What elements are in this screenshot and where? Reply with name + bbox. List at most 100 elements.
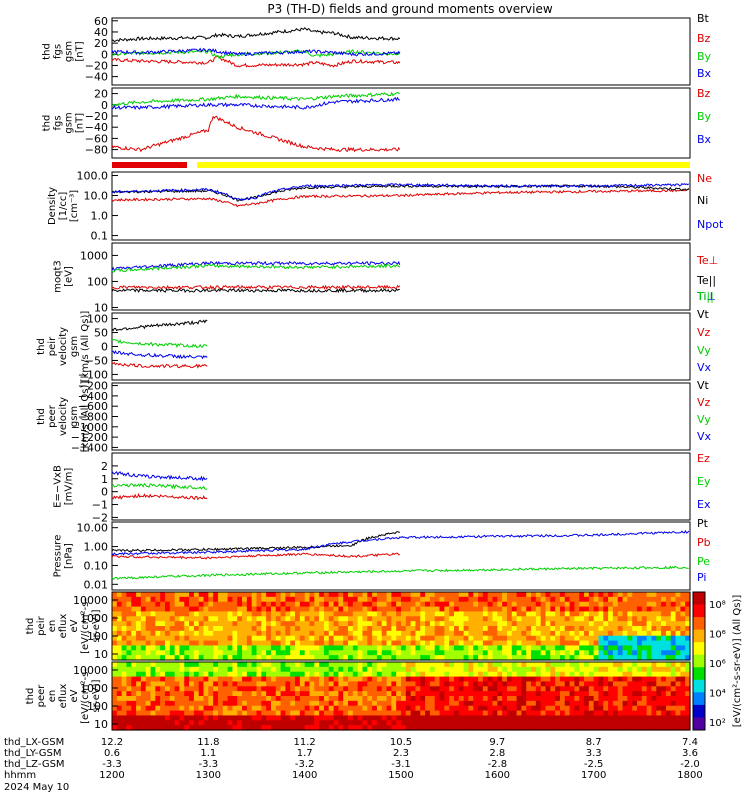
heatmap-cell: [670, 720, 677, 726]
heatmap-cell: [449, 626, 455, 632]
heatmap-cell: [555, 696, 561, 702]
heatmap-cell: [420, 681, 426, 687]
heatmap-cell: [352, 700, 359, 707]
y-axis-label: thd: [42, 43, 53, 60]
heatmap-cell: [420, 671, 426, 678]
heatmap-cell: [275, 686, 282, 692]
heatmap-cell: [545, 676, 551, 683]
heatmap-cell: [145, 592, 152, 598]
heatmap-cell: [376, 592, 383, 598]
heatmap-cell: [478, 611, 484, 617]
heatmap-cell: [627, 601, 633, 608]
heatmap-cell: [497, 696, 503, 702]
heatmap-cell: [608, 645, 614, 651]
heatmap-cell: [559, 640, 566, 647]
heatmap-cell: [208, 640, 214, 647]
x-tick-label: 11.8: [197, 737, 219, 748]
heatmap-cell: [116, 710, 123, 717]
heatmap-cell: [511, 715, 518, 721]
heatmap-cell: [328, 606, 335, 613]
heatmap-cell: [372, 720, 378, 726]
heatmap-cell: [617, 691, 624, 697]
heatmap-cell: [121, 616, 128, 622]
heatmap-cell: [617, 720, 624, 726]
heatmap-cell: [622, 616, 628, 622]
y-axis-label: sr-eV)]: [91, 609, 102, 642]
heatmap-cell: [410, 630, 417, 637]
heatmap-cell: [468, 626, 474, 632]
heatmap-cell: [487, 601, 494, 608]
heatmap-cell: [506, 720, 513, 726]
heatmap-cell: [198, 655, 205, 661]
heatmap-cell: [112, 662, 118, 668]
heatmap-cell: [179, 710, 185, 717]
heatmap-cell: [550, 666, 556, 673]
heatmap-cell: [174, 705, 181, 712]
heatmap-cell: [213, 621, 219, 627]
heatmap-cell: [555, 616, 561, 622]
heatmap-cell: [116, 725, 123, 731]
heatmap-cell: [420, 696, 426, 702]
heatmap-cell: [410, 725, 417, 731]
heatmap-cell: [290, 645, 296, 651]
panel-frame: [111, 521, 691, 591]
heatmap-cell: [348, 662, 354, 668]
heatmap-cell: [391, 650, 397, 656]
legend-label: Pb: [697, 536, 711, 549]
heatmap-cell: [261, 720, 267, 726]
heatmap-cell: [343, 630, 349, 637]
x-row-label: hhmm: [4, 770, 36, 781]
heatmap-cell: [261, 616, 267, 622]
heatmap-cell: [641, 645, 648, 651]
legend-label: By: [697, 110, 712, 123]
heatmap-cell: [376, 725, 383, 731]
heatmap-cell: [270, 662, 277, 668]
y-axis-label: [eV/(cm²-s-: [80, 598, 91, 654]
legend-label: Pe: [697, 555, 710, 568]
heatmap-cell: [295, 621, 301, 627]
heatmap-cell: [381, 666, 388, 673]
heatmap-cell: [420, 700, 426, 707]
heatmap-cell: [598, 626, 604, 632]
heatmap-cell: [290, 630, 296, 637]
heatmap-cell: [140, 606, 147, 613]
heatmap-cell: [680, 700, 686, 707]
heatmap-cell: [545, 621, 551, 627]
heatmap-cell: [665, 645, 672, 651]
heatmap-cell: [112, 676, 118, 683]
heatmap-cell: [319, 640, 325, 647]
heatmap-cell: [415, 630, 421, 637]
heatmap-cell: [622, 715, 628, 721]
heatmap-cell: [270, 650, 277, 656]
heatmap-cell: [497, 630, 503, 637]
heatmap-cell: [299, 645, 306, 651]
heatmap-cell: [290, 655, 296, 661]
heatmap-cell: [569, 621, 575, 627]
heatmap-cell: [184, 676, 190, 683]
heatmap-cell: [463, 662, 470, 668]
heatmap-cell: [314, 655, 320, 661]
heatmap-cell: [357, 645, 364, 651]
heatmap-cell: [531, 630, 537, 637]
heatmap-cell: [410, 626, 417, 632]
heatmap-cell: [656, 606, 662, 613]
heatmap-cell: [121, 676, 128, 683]
heatmap-cell: [348, 720, 354, 726]
heatmap-cell: [367, 710, 373, 717]
heatmap-cell: [333, 671, 339, 678]
heatmap-cell: [309, 616, 315, 622]
heatmap-cell: [242, 725, 248, 731]
heatmap-cell: [198, 676, 205, 683]
heatmap-cell: [415, 606, 421, 613]
heatmap-cell: [502, 676, 508, 683]
heatmap-cell: [391, 640, 397, 647]
heatmap-cell: [217, 710, 224, 717]
heatmap-cell: [506, 710, 513, 717]
y-axis-label: thd: [25, 618, 36, 635]
heatmap-cell: [261, 650, 267, 656]
heatmap-cell: [410, 715, 417, 721]
heatmap-cell: [208, 621, 214, 627]
heatmap-cell: [627, 700, 633, 707]
heatmap-cell: [343, 725, 349, 731]
heatmap-cell: [492, 621, 498, 627]
